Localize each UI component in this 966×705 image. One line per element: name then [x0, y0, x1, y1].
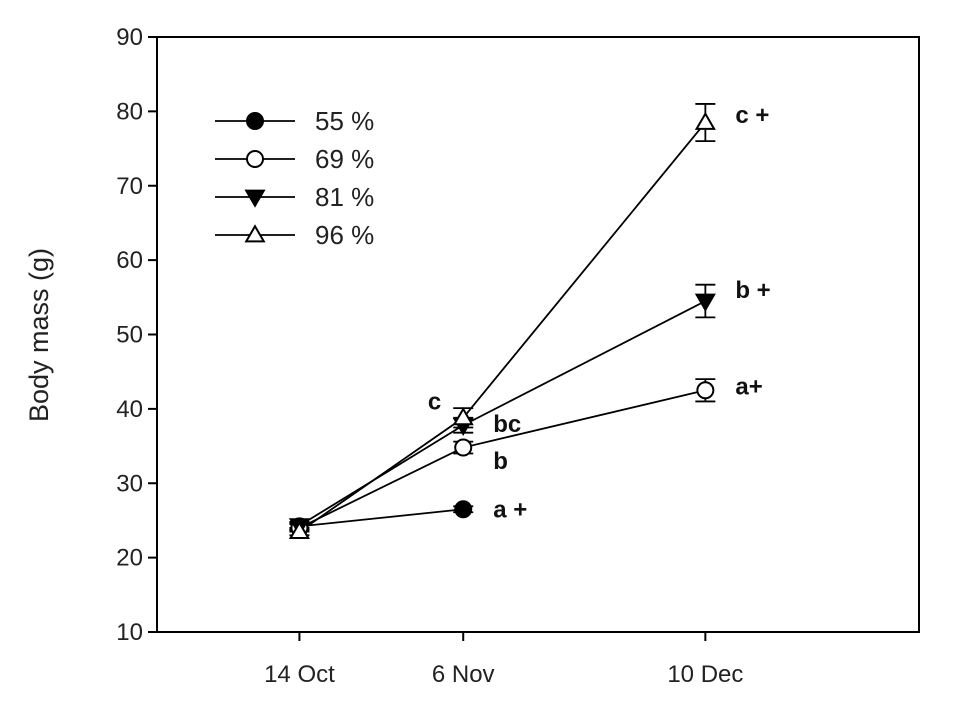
- legend-label: 96 %: [315, 220, 374, 250]
- annotation-label: c +: [735, 102, 769, 129]
- legend-label: 81 %: [315, 182, 374, 212]
- y-tick-label: 70: [116, 173, 143, 200]
- y-tick-label: 30: [116, 470, 143, 497]
- series-line: [299, 508, 464, 528]
- annotation-label: a +: [493, 496, 527, 523]
- legend-marker: [244, 189, 266, 208]
- data-point: [454, 500, 473, 519]
- legend-marker: [246, 112, 264, 130]
- data-point: [454, 438, 473, 457]
- data-point: [694, 293, 716, 312]
- data-point: [694, 111, 716, 130]
- significance-annotations: a + b bc c a+ b + c +: [428, 102, 771, 523]
- plot-frame: [156, 36, 920, 633]
- annotation-label: b: [493, 448, 508, 475]
- y-tick-label: 90: [116, 24, 143, 51]
- legend-label: 55 %: [315, 106, 374, 136]
- y-tick-label: 60: [116, 247, 143, 274]
- legend-marker: [244, 224, 266, 243]
- y-axis-label: Body mass (g): [24, 248, 54, 422]
- legend-label: 69 %: [315, 144, 374, 174]
- data-point: [452, 407, 474, 426]
- x-axis: 14 Oct 6 Nov 10 Dec: [264, 632, 743, 688]
- annotation-label: c: [428, 388, 441, 415]
- x-tick-label: 10 Dec: [667, 661, 743, 688]
- x-tick-label: 6 Nov: [432, 661, 495, 688]
- legend-marker: [246, 150, 264, 168]
- annotation-label: a+: [735, 374, 762, 401]
- data-point: [696, 381, 715, 400]
- data-markers: [288, 111, 716, 539]
- y-axis: 10 20 30 40 50 60 70 80 90: [116, 24, 157, 646]
- y-tick-label: 50: [116, 322, 143, 349]
- annotation-label: b +: [735, 277, 770, 304]
- data-point: [288, 520, 310, 539]
- y-tick-label: 10: [116, 619, 143, 646]
- legend: 55 % 69 % 81 % 96 %: [215, 106, 374, 250]
- annotation-label: bc: [493, 411, 521, 438]
- y-tick-label: 80: [116, 98, 143, 125]
- y-tick-label: 20: [116, 545, 143, 572]
- y-tick-label: 40: [116, 396, 143, 423]
- x-tick-label: 14 Oct: [264, 661, 335, 688]
